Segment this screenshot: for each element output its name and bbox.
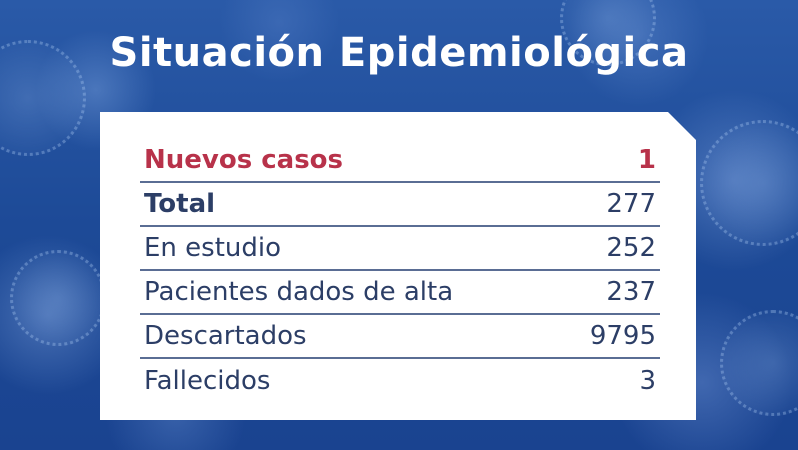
stat-value: 277 bbox=[606, 189, 656, 219]
stat-label: Pacientes dados de alta bbox=[144, 277, 454, 307]
stat-row-deceased: Fallecidos 3 bbox=[140, 359, 660, 403]
virus-decoration bbox=[10, 250, 106, 346]
stat-value: 252 bbox=[606, 233, 656, 263]
stat-value: 3 bbox=[639, 366, 656, 396]
stat-row-total: Total 277 bbox=[140, 183, 660, 227]
stat-row-discharged: Pacientes dados de alta 237 bbox=[140, 271, 660, 315]
stats-card: Nuevos casos 1 Total 277 En estudio 252 … bbox=[100, 112, 696, 420]
stat-label: Descartados bbox=[144, 321, 307, 351]
virus-decoration bbox=[720, 310, 798, 416]
stat-label: Total bbox=[144, 189, 216, 219]
stat-row-under-study: En estudio 252 bbox=[140, 227, 660, 271]
stat-row-new-cases: Nuevos casos 1 bbox=[140, 139, 660, 183]
stat-label: En estudio bbox=[144, 233, 282, 263]
stat-row-discarded: Descartados 9795 bbox=[140, 315, 660, 359]
stats-table: Nuevos casos 1 Total 277 En estudio 252 … bbox=[140, 139, 660, 403]
virus-decoration bbox=[700, 120, 798, 246]
stat-value: 9795 bbox=[589, 321, 656, 351]
stat-label: Fallecidos bbox=[144, 366, 271, 396]
stat-label: Nuevos casos bbox=[144, 145, 344, 175]
page-title: Situación Epidemiológica bbox=[109, 30, 689, 76]
stat-value: 237 bbox=[606, 277, 656, 307]
stat-value: 1 bbox=[637, 145, 656, 175]
